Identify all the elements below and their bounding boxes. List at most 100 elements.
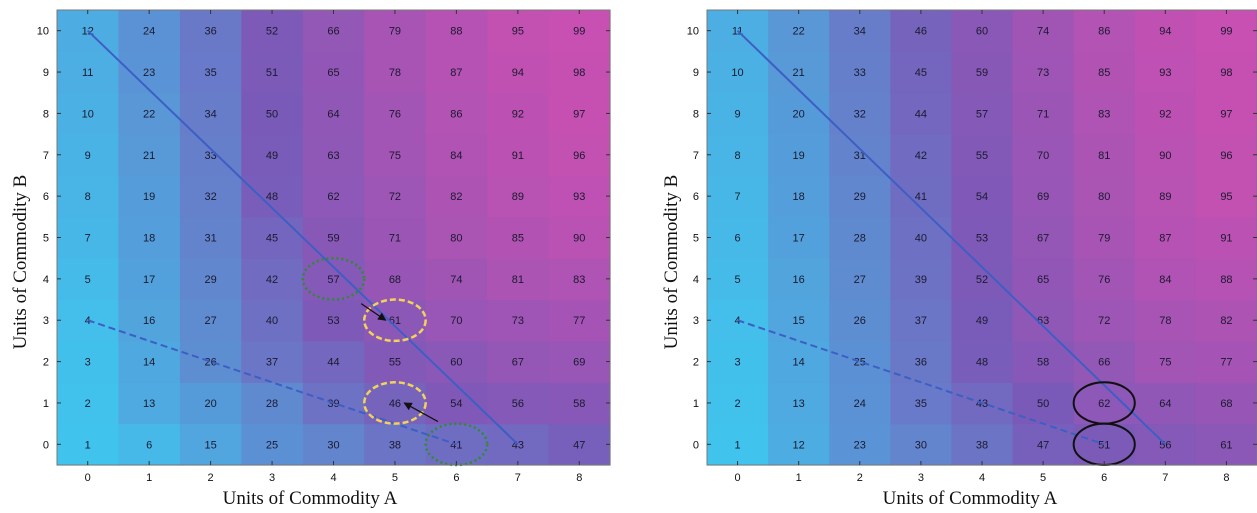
heatmap-cell xyxy=(548,340,611,383)
cell-value-label: 24 xyxy=(854,398,866,410)
heatmap-cell xyxy=(487,258,550,301)
heatmap-cell xyxy=(425,51,488,94)
cell-value-label: 80 xyxy=(450,233,462,245)
heatmap-cell xyxy=(425,10,488,52)
heatmap-cell xyxy=(829,258,891,301)
cell-value-label: 58 xyxy=(1037,357,1049,369)
heatmap-cell xyxy=(241,10,304,52)
heatmap-cell xyxy=(951,51,1014,94)
y-tick-label: 1 xyxy=(43,398,49,410)
cell-value-label: 93 xyxy=(573,191,585,203)
heatmap-cell xyxy=(1073,175,1136,218)
cell-value-label: 15 xyxy=(793,315,805,327)
cell-value-label: 25 xyxy=(266,439,278,451)
cell-value-label: 68 xyxy=(1220,398,1232,410)
heatmap-cell xyxy=(425,175,488,218)
cell-value-label: 98 xyxy=(573,67,585,79)
cell-value-label: 38 xyxy=(976,439,988,451)
heatmap-cell xyxy=(302,216,365,259)
heatmap-cell xyxy=(302,340,365,383)
heatmap-cell xyxy=(768,175,830,218)
cell-value-label: 41 xyxy=(915,191,927,203)
heatmap-cell xyxy=(57,51,120,94)
cell-value-label: 1 xyxy=(85,439,91,451)
cell-value-label: 71 xyxy=(1037,108,1049,120)
heatmap-cell xyxy=(1073,258,1136,301)
cell-value-label: 72 xyxy=(1098,315,1110,327)
heatmap-cell xyxy=(487,216,550,259)
heatmap-cell xyxy=(425,258,488,301)
heatmap-cell xyxy=(1134,258,1197,301)
heatmap-cell xyxy=(1195,51,1257,94)
cell-value-label: 15 xyxy=(204,439,216,451)
heatmap-cell xyxy=(829,216,891,259)
cell-value-label: 10 xyxy=(82,108,94,120)
heatmap-cell xyxy=(364,92,427,135)
heatmap-cell xyxy=(118,258,181,301)
cell-value-label: 90 xyxy=(573,233,585,245)
heatmap-cell xyxy=(425,382,488,425)
cell-value-label: 53 xyxy=(327,315,339,327)
cell-value-label: 5 xyxy=(734,274,740,286)
cell-value-label: 31 xyxy=(204,233,216,245)
cell-value-label: 8 xyxy=(734,150,740,162)
heatmap-cell xyxy=(548,216,611,259)
heatmap-cell xyxy=(425,423,488,466)
heatmap-cell xyxy=(241,175,304,218)
heatmap-cell xyxy=(829,299,891,342)
heatmap-cell xyxy=(890,216,953,259)
cell-value-label: 28 xyxy=(854,233,866,245)
heatmap-cell xyxy=(487,51,550,94)
cell-value-label: 48 xyxy=(266,191,278,203)
y-tick-label: 3 xyxy=(43,315,49,327)
cell-value-label: 82 xyxy=(450,191,462,203)
heatmap-cell xyxy=(57,423,120,466)
heatmap-cell xyxy=(1134,134,1197,177)
heatmap-cell xyxy=(1134,299,1197,342)
cell-value-label: 99 xyxy=(573,26,585,38)
cell-value-label: 53 xyxy=(976,233,988,245)
cell-value-label: 27 xyxy=(204,315,216,327)
heatmap-cell xyxy=(302,134,365,177)
heatmap-cell xyxy=(1073,10,1136,52)
cell-value-label: 5 xyxy=(85,274,91,286)
heatmap-cell xyxy=(829,340,891,383)
heatmap-cell xyxy=(1073,299,1136,342)
y-tick-label: 9 xyxy=(693,67,699,79)
cell-value-label: 39 xyxy=(915,274,927,286)
cell-value-label: 76 xyxy=(1098,274,1110,286)
heatmap-cell xyxy=(57,134,120,177)
cell-value-label: 13 xyxy=(143,398,155,410)
heatmap-cell xyxy=(829,423,891,466)
cell-value-label: 85 xyxy=(512,233,524,245)
heatmap-cell xyxy=(951,10,1014,52)
y-tick-label: 10 xyxy=(37,26,49,38)
heatmap-cell xyxy=(1195,258,1257,301)
cell-value-label: 78 xyxy=(389,67,401,79)
heatmap-cell xyxy=(707,175,769,218)
heatmap-cell xyxy=(487,382,550,425)
cell-value-label: 71 xyxy=(389,233,401,245)
cell-value-label: 29 xyxy=(204,274,216,286)
heatmap-cell xyxy=(548,258,611,301)
cell-value-label: 54 xyxy=(450,398,462,410)
cell-value-label: 6 xyxy=(734,233,740,245)
cell-value-label: 48 xyxy=(976,357,988,369)
cell-value-label: 70 xyxy=(1037,150,1049,162)
heatmap-cell xyxy=(302,175,365,218)
heatmap-cell xyxy=(768,423,830,466)
heatmap-cell xyxy=(1134,92,1197,135)
y-tick-label: 9 xyxy=(43,67,49,79)
cell-value-label: 69 xyxy=(573,357,585,369)
cell-value-label: 16 xyxy=(793,274,805,286)
cell-value-label: 31 xyxy=(854,150,866,162)
cell-value-label: 78 xyxy=(1159,315,1171,327)
x-tick-label: 2 xyxy=(208,472,214,484)
heatmap-cell xyxy=(241,258,304,301)
heatmap-cell xyxy=(118,175,181,218)
cell-value-label: 44 xyxy=(915,108,927,120)
cell-value-label: 85 xyxy=(1098,67,1110,79)
cell-value-label: 66 xyxy=(327,26,339,38)
heatmap-cell xyxy=(118,382,181,425)
cell-value-label: 8 xyxy=(85,191,91,203)
